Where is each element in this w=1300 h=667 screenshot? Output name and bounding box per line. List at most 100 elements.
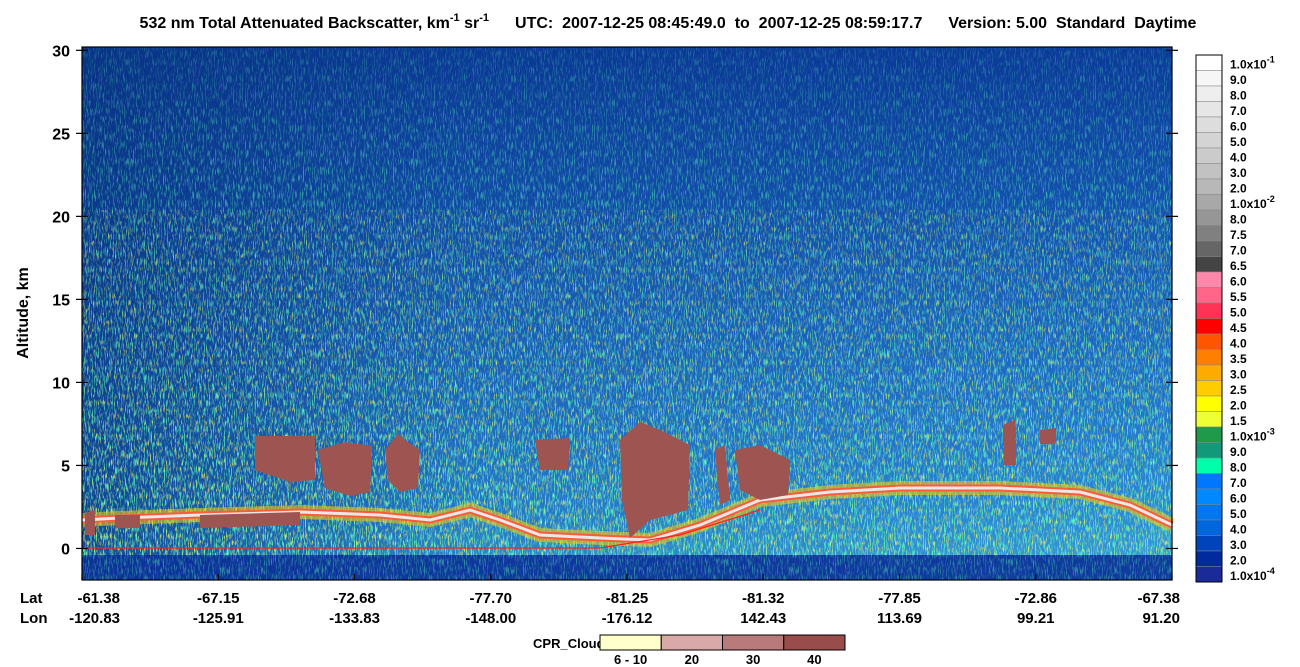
- colorbar-label-exp: -1: [1267, 55, 1275, 65]
- colorbar-label: 5.0: [1230, 507, 1247, 521]
- x-tick-label: -67.38: [1137, 590, 1180, 607]
- colorbar-label: 7.5: [1230, 228, 1247, 242]
- colorbar-label-text: 4.5: [1230, 321, 1247, 335]
- colorbar-label-text: 3.0: [1230, 166, 1247, 180]
- x-tick-label: 99.21: [1017, 610, 1055, 627]
- colorbar-label: 3.0: [1230, 166, 1247, 180]
- legend-label: 40: [807, 652, 821, 667]
- colorbar-label-text: 8.0: [1230, 461, 1247, 475]
- colorbar-swatch: [1195, 535, 1223, 552]
- colorbar-swatch: [1195, 380, 1223, 397]
- colorbar-label-text: 3.0: [1230, 538, 1247, 552]
- colorbar-swatch: [1195, 504, 1223, 521]
- colorbar-label-text: 4.0: [1230, 337, 1247, 351]
- colorbar-swatch: [1195, 550, 1223, 567]
- colorbar-label: 2.0: [1230, 182, 1247, 196]
- x-row-name: Lat: [20, 590, 43, 607]
- colorbar-label-text: 5.0: [1230, 507, 1247, 521]
- backscatter-field: [81, 47, 1176, 580]
- colorbar-swatch: [1195, 519, 1223, 536]
- colorbar-label-text: 1.0x10: [1230, 197, 1267, 211]
- colorbar-swatch: [1195, 194, 1223, 211]
- colorbar-label: 4.0: [1230, 337, 1247, 351]
- legend-swatch: [783, 634, 846, 651]
- colorbar-label-text: 1.0x10: [1230, 430, 1267, 444]
- colorbar-swatch: [1195, 240, 1223, 257]
- colorbar-label: 1.5: [1230, 414, 1247, 428]
- x-tick-label: -148.00: [465, 610, 516, 627]
- legend-swatch: [660, 634, 723, 651]
- colorbar-label: 1.0x10-3: [1230, 427, 1275, 444]
- colorbar-swatch: [1195, 287, 1223, 304]
- x-tick-label: 91.20: [1142, 610, 1180, 627]
- x-tick-label: -81.32: [742, 590, 785, 607]
- colorbar-label: 1.0x10-2: [1230, 194, 1275, 211]
- colorbar-label-text: 9.0: [1230, 73, 1247, 87]
- title-exp: -1: [450, 12, 460, 24]
- colorbar-label-text: 5.0: [1230, 135, 1247, 149]
- colorbar-frame: [1195, 54, 1223, 583]
- colorbar-label: 5.0: [1230, 306, 1247, 320]
- x-tick-label: -72.86: [1014, 590, 1057, 607]
- colorbar-label-text: 4.0: [1230, 151, 1247, 165]
- colorbar-swatch: [1195, 395, 1223, 412]
- colorbar-label: 6.0: [1230, 275, 1247, 289]
- y-tick-label: 30: [52, 43, 70, 60]
- colorbar-label: 1.0x10-4: [1230, 566, 1275, 583]
- colorbar-label-text: 7.0: [1230, 244, 1247, 258]
- colorbar-swatch: [1195, 85, 1223, 102]
- colorbar-swatch: [1195, 225, 1223, 242]
- title-unit: sr: [460, 15, 480, 32]
- colorbar-label: 6.0: [1230, 492, 1247, 506]
- colorbar-label: 8.0: [1230, 461, 1247, 475]
- colorbar-label-text: 6.0: [1230, 275, 1247, 289]
- colorbar-label-exp: -2: [1267, 194, 1275, 204]
- colorbar-label: 7.0: [1230, 104, 1247, 118]
- x-tick-label: -72.68: [333, 590, 376, 607]
- colorbar-label: 6.5: [1230, 259, 1247, 273]
- colorbar-label-text: 2.0: [1230, 182, 1247, 196]
- x-tick-label: -61.38: [77, 590, 120, 607]
- colorbar-label-text: 4.0: [1230, 523, 1247, 537]
- chart-title: 532 nm Total Attenuated Backscatter, km-…: [140, 12, 1197, 32]
- colorbar-label: 9.0: [1230, 73, 1247, 87]
- colorbar-label: 8.0: [1230, 213, 1247, 227]
- colorbar-label: 3.5: [1230, 352, 1247, 366]
- colorbar-swatch: [1195, 488, 1223, 505]
- colorbar-label: 4.5: [1230, 321, 1247, 335]
- colorbar-label: 9.0: [1230, 445, 1247, 459]
- y-tick-label: 10: [52, 375, 70, 392]
- colorbar-label: 2.0: [1230, 399, 1247, 413]
- x-tick-label: -77.70: [469, 590, 512, 607]
- colorbar-label: 4.0: [1230, 151, 1247, 165]
- x-row-name: Lon: [20, 610, 48, 627]
- legend-swatch: [722, 634, 785, 651]
- colorbar-label-text: 6.5: [1230, 259, 1247, 273]
- colorbar-swatch: [1195, 116, 1223, 133]
- colorbar-label-text: 2.0: [1230, 399, 1247, 413]
- colorbar-swatch: [1195, 271, 1223, 288]
- x-tick-label: -133.83: [329, 610, 380, 627]
- colorbar-swatch: [1195, 566, 1223, 583]
- colorbar-label: 4.0: [1230, 523, 1247, 537]
- colorbar-label-text: 2.0: [1230, 554, 1247, 568]
- title-time: UTC: 2007-12-25 08:45:49.0 to 2007-12-25…: [515, 15, 922, 32]
- colorbar-swatch: [1195, 318, 1223, 335]
- legend-label: 20: [685, 652, 699, 667]
- colorbar-label: 5.5: [1230, 290, 1247, 304]
- colorbar-label-text: 2.5: [1230, 383, 1247, 397]
- colorbar-swatch: [1195, 364, 1223, 381]
- colorbar-label-text: 6.0: [1230, 492, 1247, 506]
- y-tick-label: 5: [61, 458, 70, 475]
- x-tick-label: 113.69: [877, 610, 922, 627]
- colorbar-label-text: 3.5: [1230, 352, 1247, 366]
- colorbar-label-text: 5.5: [1230, 290, 1247, 304]
- y-tick-label: 15: [52, 292, 70, 309]
- title-exp: -1: [479, 12, 489, 24]
- title-version: Version: 5.00 Standard Daytime: [948, 15, 1196, 32]
- colorbar-swatch: [1195, 54, 1223, 71]
- colorbar-label: 7.0: [1230, 244, 1247, 258]
- x-tick-label: -176.12: [602, 610, 653, 627]
- colorbar-swatch: [1195, 256, 1223, 273]
